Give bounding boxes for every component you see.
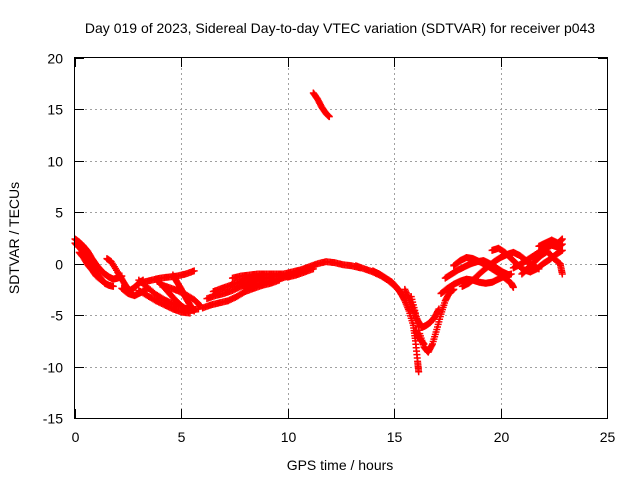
- data-point: [109, 282, 117, 290]
- data-point: [309, 265, 317, 273]
- chart-title: Day 019 of 2023, Sidereal Day-to-day VTE…: [85, 20, 595, 36]
- y-tick-label: -10: [43, 360, 63, 376]
- x-axis-ticks: 0 5 10 15 20 25: [72, 58, 616, 445]
- x-tick-label: 25: [600, 429, 616, 445]
- x-tick-label: 5: [178, 429, 186, 445]
- data-point: [509, 283, 517, 291]
- data-point: [505, 271, 513, 279]
- y-tick-label: 10: [47, 154, 63, 170]
- y-axis-ticks: -15 -10 -5 0 5 10 15 20: [43, 51, 607, 427]
- data-point: [558, 235, 566, 243]
- data-point: [325, 113, 333, 121]
- x-tick-label: 0: [72, 429, 80, 445]
- x-axis-label: GPS time / hours: [287, 457, 394, 473]
- data-point: [420, 340, 428, 348]
- y-tick-label: -5: [51, 308, 64, 324]
- y-tick-label: 15: [47, 102, 63, 118]
- y-tick-label: 20: [47, 51, 63, 67]
- y-tick-label: 0: [55, 257, 63, 273]
- x-tick-label: 10: [281, 429, 297, 445]
- data-point: [558, 270, 566, 278]
- plot-frame: [74, 57, 608, 419]
- data-point: [190, 267, 198, 275]
- x-tick-label: 15: [387, 429, 403, 445]
- x-tick-label: 20: [494, 429, 510, 445]
- data-point: [98, 276, 106, 284]
- y-tick-label: -15: [43, 411, 63, 427]
- y-axis-label: SDTVAR / TECUs: [6, 182, 22, 294]
- y-tick-label: 5: [55, 205, 63, 221]
- data-point: [195, 301, 203, 309]
- data-point: [99, 277, 107, 285]
- data-point: [190, 307, 198, 315]
- data-point: [415, 368, 423, 376]
- data-points: [71, 89, 566, 376]
